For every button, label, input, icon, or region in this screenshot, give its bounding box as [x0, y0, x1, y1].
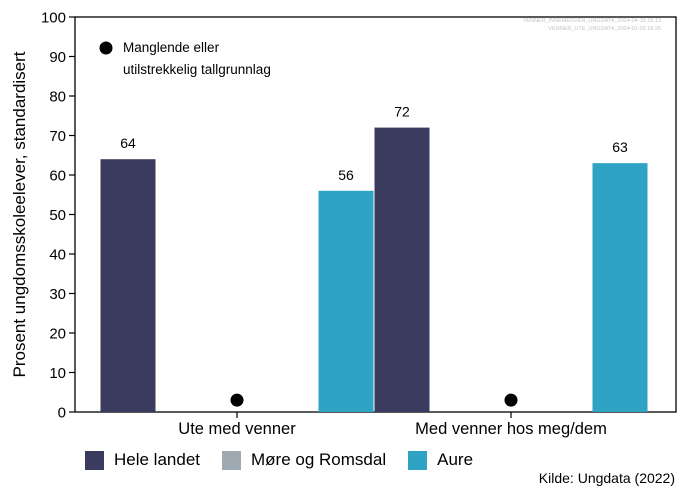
legend-swatch-aure [408, 450, 428, 470]
bar [318, 190, 374, 412]
bar-value-label: 64 [120, 135, 136, 151]
missing-data-marker [230, 393, 244, 407]
bar-value-label: 63 [612, 139, 628, 155]
x-axis: Ute med venner Med venner hos meg/dem [178, 412, 607, 438]
y-tick-label: 90 [49, 49, 66, 66]
legend-item-more-og-romsdal: Møre og Romsdal [222, 450, 386, 470]
y-tick-label: 20 [49, 326, 66, 343]
legend-label-hele-landet: Hele landet [114, 450, 201, 469]
y-tick-label: 70 [49, 128, 66, 145]
missing-data-legend-dot [99, 41, 113, 55]
y-tick-label: 40 [49, 247, 66, 264]
missing-data-annotation: Manglende eller utilstrekkelig tallgrunn… [99, 40, 271, 77]
bar [592, 163, 648, 412]
legend-item-hele-landet: Hele landet [85, 450, 200, 470]
legend-swatch-hele-landet [85, 450, 104, 470]
source-note: Kilde: Ungdata (2022) [538, 470, 675, 486]
annotation-line-2: utilstrekkelig tallgrunnlag [123, 62, 271, 77]
legend-label-aure: Aure [437, 450, 474, 469]
bars: 64 56 72 63 [100, 104, 648, 412]
annotation-line-1: Manglende eller [123, 40, 220, 55]
x-tick-label: Ute med venner [178, 420, 296, 438]
missing-data-marker [504, 393, 518, 407]
legend-label-more-og-romsdal: Møre og Romsdal [251, 450, 387, 469]
watermark-line-1: VENNER_INNEMEDVEN_UNGDATA_2024-04-19 16:… [522, 18, 661, 24]
y-axis: 0 10 20 30 40 50 60 70 80 90 100 [41, 10, 75, 422]
y-tick-label: 50 [49, 207, 66, 224]
y-tick-label: 30 [49, 286, 66, 303]
watermark-line-2: VENNER_UTE_UNGDATA_2024-01-09 18:25 [548, 26, 661, 32]
y-tick-label: 80 [49, 89, 66, 106]
y-axis-label: Prosent ungdomsskoleelever, standardiser… [10, 51, 29, 377]
legend-swatch-more-og-romsdal [222, 450, 242, 470]
y-tick-label: 60 [49, 168, 66, 185]
legend: Hele landet Møre og Romsdal Aure [85, 450, 495, 470]
y-tick-label: 0 [58, 405, 66, 422]
y-tick-label: 10 [49, 365, 66, 382]
legend-item-aure: Aure [408, 450, 473, 470]
bar-value-label: 72 [394, 104, 410, 120]
bar-value-label: 56 [338, 167, 354, 183]
bar [100, 159, 156, 412]
bar [374, 127, 430, 412]
y-tick-label: 100 [41, 10, 66, 27]
x-tick-label: Med venner hos meg/dem [415, 420, 607, 438]
